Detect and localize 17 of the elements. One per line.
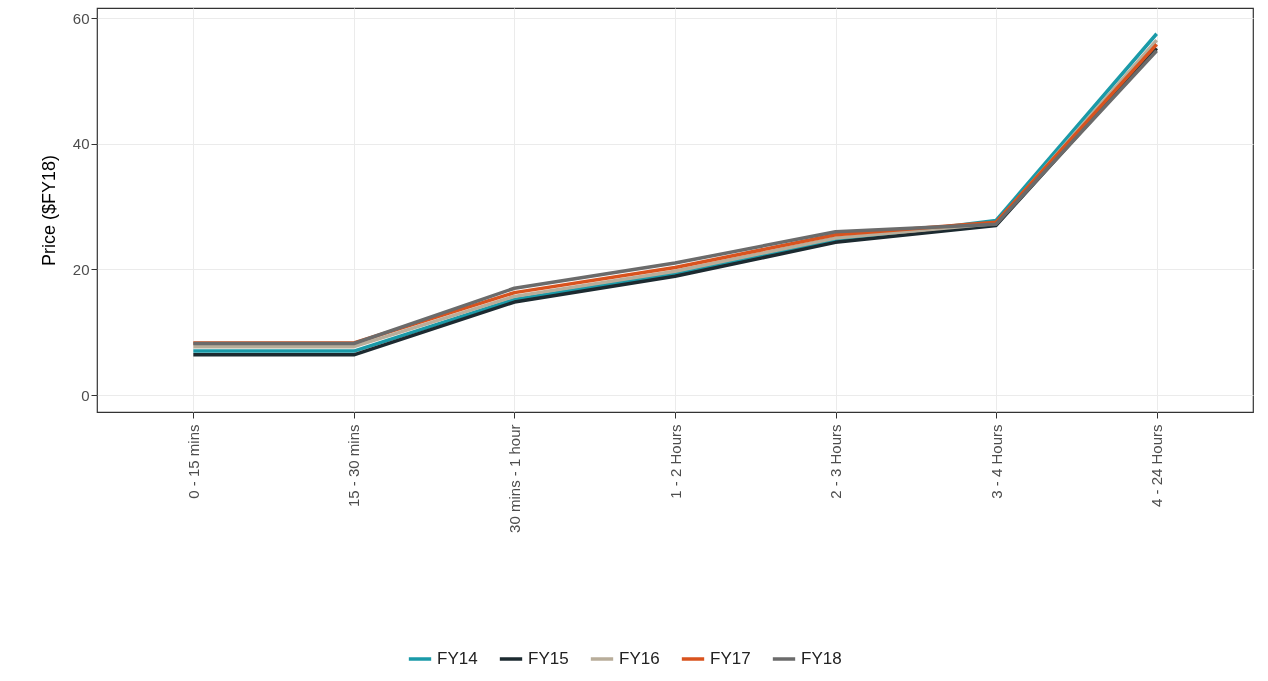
legend-label: FY16 — [619, 649, 660, 668]
x-tick-label: 1 - 2 Hours — [666, 424, 684, 499]
x-tick-label: 0 - 15 mins — [184, 424, 202, 499]
x-tick-label: 4 - 24 Hours — [1148, 424, 1166, 508]
legend-label: FY18 — [801, 649, 842, 668]
legend-label: FY14 — [437, 649, 478, 668]
y-tick-label: 20 — [72, 260, 90, 278]
x-tick-label: 3 - 4 Hours — [987, 424, 1005, 499]
x-tick-label: 30 mins - 1 hour — [505, 424, 523, 533]
x-tick-label: 15 - 30 mins — [345, 424, 363, 508]
y-tick-label: 60 — [72, 9, 90, 27]
legend-label: FY15 — [528, 649, 569, 668]
y-tick-label: 0 — [81, 386, 90, 404]
y-tick-label: 40 — [72, 135, 90, 153]
legend-label: FY17 — [710, 649, 751, 668]
x-tick-label: 2 - 3 Hours — [827, 424, 845, 499]
y-axis-title: Price ($FY18) — [38, 154, 59, 267]
